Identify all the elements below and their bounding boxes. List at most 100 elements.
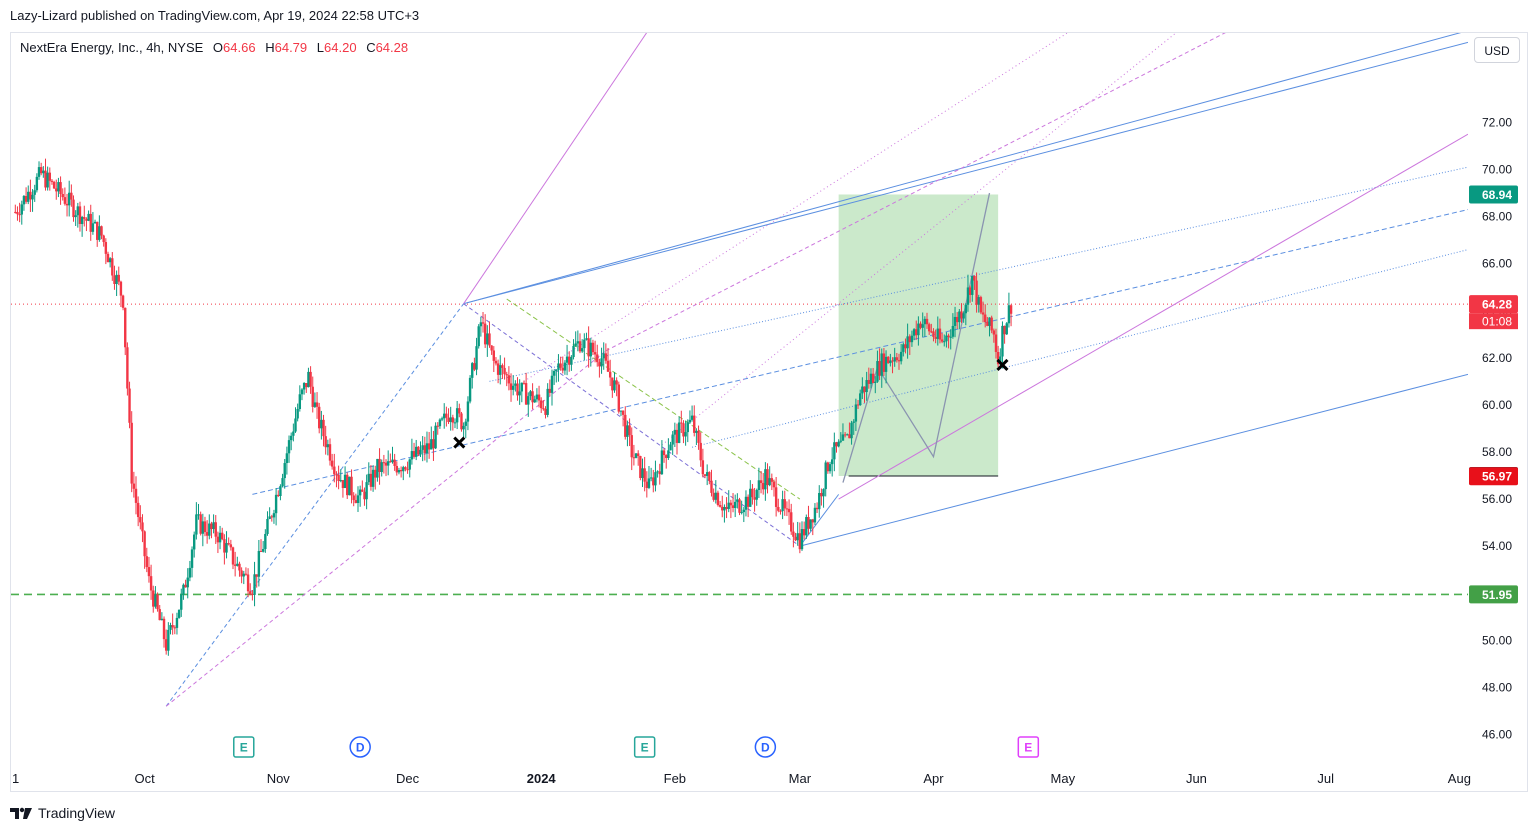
candle-body	[111, 258, 114, 276]
price-axis[interactable]: 72.0070.0068.0066.0064.0062.0060.0058.00…	[1482, 115, 1512, 741]
candle-body	[837, 441, 840, 447]
candle-body	[535, 394, 539, 400]
candle-body	[244, 573, 248, 575]
candle-body	[716, 492, 720, 506]
candle-body	[402, 467, 405, 472]
green-guide-line	[506, 298, 801, 500]
candle-body	[499, 365, 502, 375]
x-tick-label: May	[1051, 771, 1076, 786]
candle-body	[662, 450, 666, 456]
candle-body	[762, 483, 765, 490]
candle-body	[145, 556, 148, 568]
close-label: C	[366, 40, 376, 55]
candle-body	[979, 297, 983, 313]
candle-body	[231, 547, 235, 565]
candle-body	[891, 360, 894, 362]
candle-body	[824, 462, 827, 490]
y-tick-label: 66.00	[1482, 257, 1512, 271]
candle-body	[770, 478, 774, 482]
candle-body	[337, 474, 340, 482]
candle-body	[136, 502, 140, 518]
candle-body	[287, 440, 291, 454]
candle-body	[798, 533, 802, 550]
candle-body	[341, 480, 345, 488]
candle-body	[673, 429, 677, 435]
candle-body	[479, 322, 483, 327]
candle-body	[475, 346, 478, 370]
candle-body	[850, 422, 853, 439]
candle-body	[714, 492, 717, 500]
x-tick-label: Oct	[135, 771, 156, 786]
candle-body	[156, 594, 159, 610]
candle-body	[104, 242, 108, 254]
candle-body	[44, 170, 47, 188]
candle-body	[580, 348, 584, 352]
candle-body	[632, 457, 636, 459]
x-tick-label: Nov	[267, 771, 291, 786]
candle-body	[729, 502, 733, 506]
y-tick-label: 62.00	[1482, 351, 1512, 365]
candle-body	[85, 218, 88, 221]
candle-body	[721, 506, 724, 511]
candle-body	[945, 335, 948, 342]
pitchfork-lower-tine	[799, 373, 1468, 547]
high-label: H	[265, 40, 275, 55]
candle-body	[182, 584, 185, 595]
candle-body	[223, 539, 226, 553]
candle-body	[503, 367, 506, 375]
event-circle	[349, 736, 371, 758]
candle-body	[593, 352, 597, 355]
candle-body	[733, 501, 737, 508]
candle-body	[328, 444, 332, 461]
candle-body	[917, 323, 920, 336]
candle-body	[738, 499, 741, 513]
pitchfork-handle-1	[165, 303, 465, 707]
candle-body	[606, 360, 610, 372]
candle-body	[121, 295, 125, 308]
candle-body	[790, 512, 793, 532]
candle-body	[940, 339, 944, 342]
candle-body	[555, 369, 558, 372]
candle-body	[899, 351, 903, 362]
candle-body	[902, 344, 905, 352]
candle-body	[132, 483, 136, 489]
candle-body	[296, 408, 299, 419]
candle-body	[432, 439, 435, 449]
candle-body	[874, 381, 877, 383]
candle-body	[785, 508, 789, 510]
candle-body	[399, 470, 403, 472]
candle-body	[143, 531, 146, 557]
candle-body	[697, 430, 700, 443]
candle-body	[257, 550, 261, 577]
candle-body	[708, 472, 711, 481]
candle-body	[690, 415, 694, 420]
candle-body	[369, 473, 373, 487]
candle-body	[656, 471, 659, 473]
x-tick-label: 2024	[527, 771, 557, 786]
candle-body	[354, 500, 358, 503]
time-axis[interactable]: 1 Oct Nov Dec 2024 Feb Mar Apr May Jun Jul Aug	[12, 771, 1471, 786]
candle-body	[289, 435, 293, 441]
currency-button[interactable]: USD	[1474, 37, 1520, 63]
candle-body	[966, 287, 970, 305]
footer-brand[interactable]: TradingView	[38, 805, 116, 821]
candle-body	[893, 357, 896, 362]
earnings-event-icon: E	[1017, 736, 1040, 758]
candle-body	[777, 506, 780, 511]
candle-body	[496, 363, 500, 375]
candle-body	[598, 362, 601, 367]
candle-body	[682, 423, 685, 437]
candle-body	[749, 488, 752, 507]
chart-panel[interactable]	[10, 32, 1528, 792]
candle-body	[246, 574, 250, 592]
candle-body	[343, 474, 347, 488]
candle-body	[578, 341, 582, 352]
candle-body	[953, 316, 957, 326]
candle-body	[818, 492, 821, 510]
candle-body	[494, 360, 498, 364]
candle-body	[557, 363, 560, 370]
candle-body	[570, 357, 573, 365]
candle-body	[33, 190, 36, 195]
